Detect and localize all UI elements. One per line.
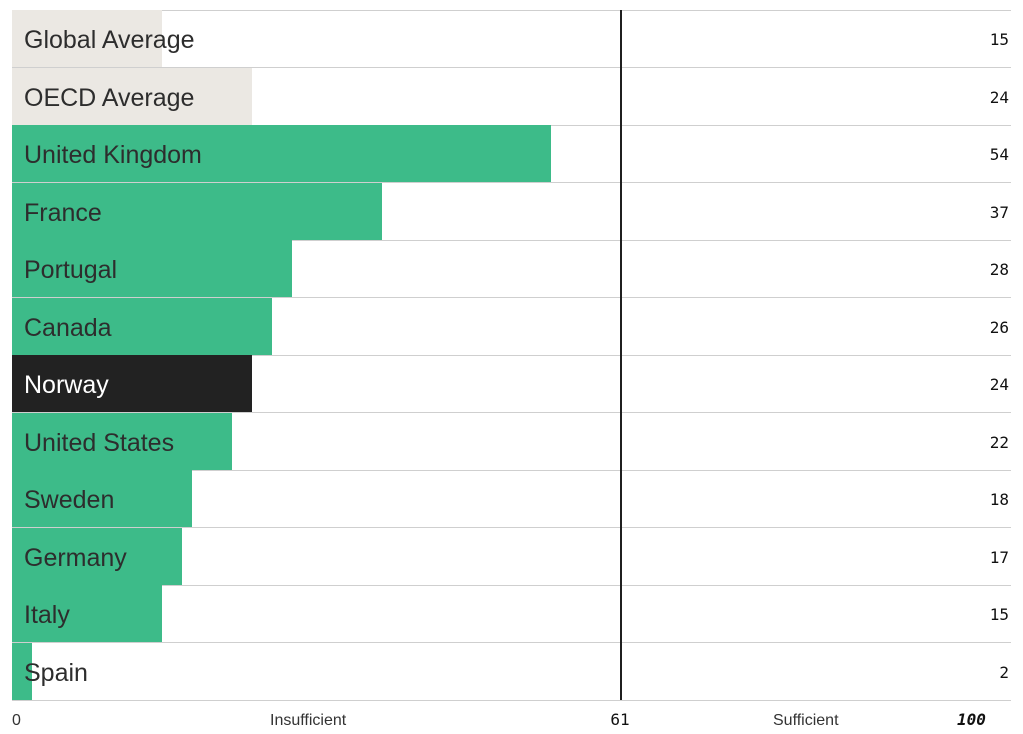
category-label: Germany bbox=[24, 543, 127, 572]
category-label: Sweden bbox=[24, 486, 115, 514]
bar-chart: Global Average 15 OECD Average 24 United Kin… bbox=[12, 10, 1011, 701]
top-border bbox=[12, 10, 1011, 11]
row-divider bbox=[12, 182, 1011, 183]
category-label: Spain bbox=[24, 658, 88, 687]
category-label: Norway bbox=[24, 371, 109, 399]
row-divider bbox=[12, 354, 1011, 356]
bar bbox=[12, 67, 252, 125]
value-label: 24 bbox=[989, 375, 1009, 394]
bar-row: OECD Average 24 bbox=[12, 67, 1011, 126]
category-label: France bbox=[24, 198, 102, 227]
sufficient-zone-label: Sufficient bbox=[773, 712, 839, 729]
value-label: 17 bbox=[989, 547, 1009, 567]
bar bbox=[12, 470, 192, 527]
bar-row: Sweden 18 bbox=[12, 470, 1011, 528]
bar bbox=[12, 240, 292, 297]
row-divider bbox=[12, 469, 1011, 471]
value-label: 2 bbox=[999, 662, 1009, 682]
value-label: 54 bbox=[989, 145, 1009, 164]
bar-row: Portugal 28 bbox=[12, 240, 1011, 298]
row-divider bbox=[12, 239, 1011, 241]
bar-row: Spain 2 bbox=[12, 642, 1011, 701]
category-label: United States bbox=[24, 428, 175, 457]
value-label: 24 bbox=[989, 87, 1009, 107]
insufficient-zone-label: Insufficient bbox=[270, 712, 347, 729]
row-divider bbox=[12, 297, 1011, 298]
bar bbox=[12, 412, 232, 470]
row-divider bbox=[12, 527, 1011, 528]
category-label: OECD Average bbox=[24, 83, 195, 112]
bar-row: Germany 17 bbox=[12, 527, 1011, 586]
row-divider bbox=[12, 412, 1011, 413]
bar bbox=[12, 585, 162, 642]
category-label: Italy bbox=[24, 601, 70, 629]
value-label: 37 bbox=[989, 202, 1009, 222]
bar bbox=[12, 10, 162, 67]
x-axis-min-label: 0 bbox=[12, 712, 21, 729]
bar bbox=[12, 642, 32, 700]
bar bbox=[12, 125, 552, 182]
value-label: 15 bbox=[989, 605, 1009, 624]
category-label: Portugal bbox=[24, 256, 118, 284]
category-label: Canada bbox=[24, 313, 112, 342]
value-label: 26 bbox=[989, 317, 1009, 337]
value-label: 28 bbox=[989, 260, 1009, 279]
bar-row: Norway 24 bbox=[12, 355, 1011, 413]
bar bbox=[12, 297, 272, 355]
x-axis-max-label: 100 bbox=[957, 710, 986, 729]
bar-row: United States 22 bbox=[12, 412, 1011, 471]
row-divider bbox=[12, 699, 1011, 701]
value-label: 18 bbox=[989, 490, 1009, 509]
bar-row: Italy 15 bbox=[12, 585, 1011, 643]
bar-row: Canada 26 bbox=[12, 297, 1011, 356]
bar-row: France 37 bbox=[12, 182, 1011, 241]
bar-row: United Kingdom 54 bbox=[12, 125, 1011, 183]
value-label: 15 bbox=[989, 30, 1009, 49]
threshold-value-label: 61 bbox=[610, 710, 630, 729]
bar bbox=[12, 355, 252, 412]
bar bbox=[12, 527, 182, 585]
row-divider bbox=[12, 67, 1011, 68]
category-label: United Kingdom bbox=[24, 141, 202, 169]
row-divider bbox=[12, 642, 1011, 643]
threshold-line bbox=[620, 10, 623, 700]
category-label: Global Average bbox=[24, 26, 195, 54]
row-divider bbox=[12, 584, 1011, 586]
bar-row: Global Average 15 bbox=[12, 10, 1011, 68]
value-label: 22 bbox=[989, 432, 1009, 452]
bar bbox=[12, 182, 382, 240]
